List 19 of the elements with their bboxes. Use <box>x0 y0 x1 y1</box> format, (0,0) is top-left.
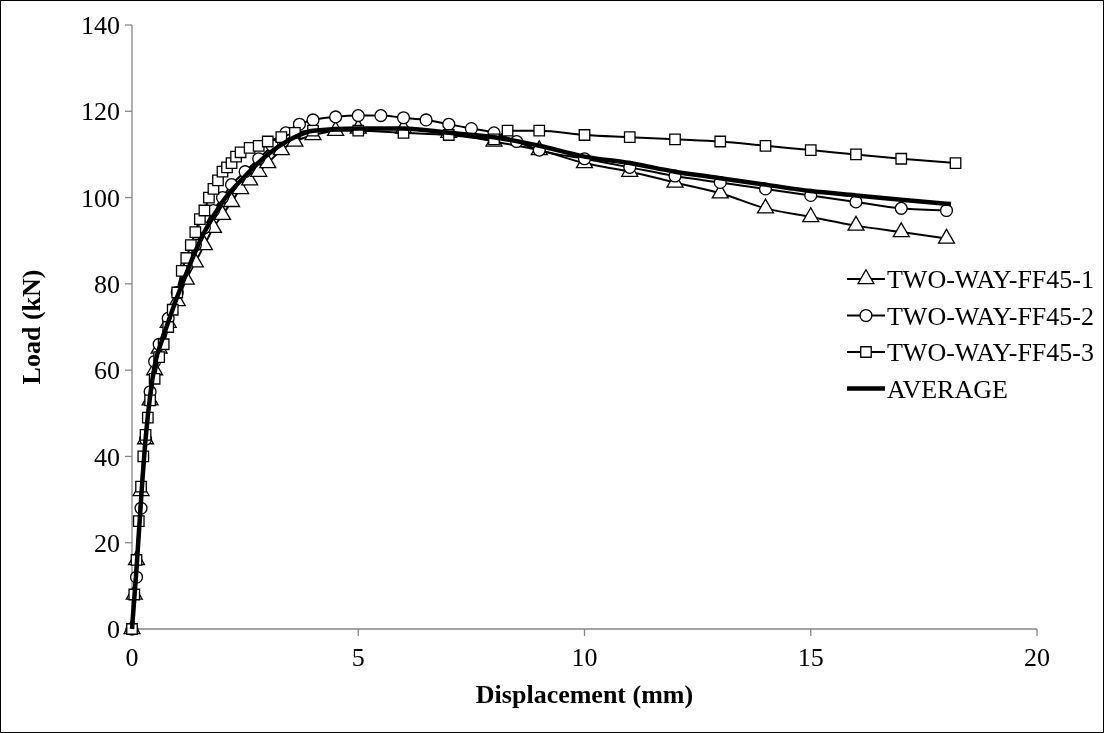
legend-label: TWO-WAY-FF45-1 <box>886 265 1095 295</box>
y-tick-label: 120 <box>81 97 120 127</box>
x-tick-label: 20 <box>1024 643 1050 672</box>
y-tick-label: 40 <box>94 442 120 472</box>
x-axis-title: Displacement (mm) <box>475 680 694 709</box>
legend-label: TWO-WAY-FF45-3 <box>886 338 1095 368</box>
y-tick-label: 60 <box>94 356 120 386</box>
y-tick-label: 20 <box>94 528 120 558</box>
y-axis-title: Load (kN) <box>17 269 46 385</box>
legend-label: AVERAGE <box>886 374 1008 404</box>
y-tick-label: 140 <box>81 11 120 41</box>
y-tick-label: 0 <box>107 615 120 645</box>
x-tick-label: 5 <box>351 643 365 672</box>
x-tick-label: 0 <box>125 643 139 672</box>
y-tick-label: 80 <box>94 269 120 299</box>
y-tick-label: 100 <box>81 183 120 213</box>
legend-label: TWO-WAY-FF45-2 <box>886 301 1095 331</box>
x-tick-label: 15 <box>797 643 824 672</box>
x-tick-label: 10 <box>571 643 598 672</box>
